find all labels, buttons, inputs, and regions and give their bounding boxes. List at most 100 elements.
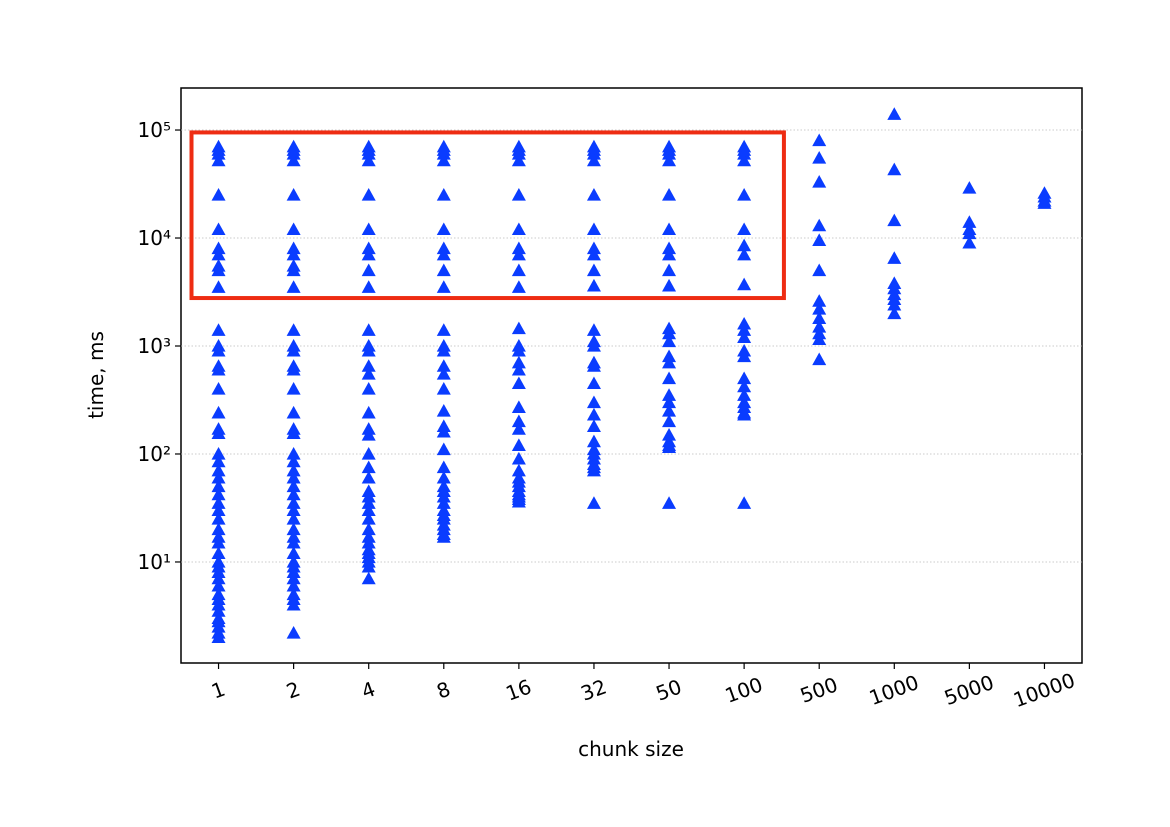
point [211, 546, 226, 560]
point [737, 388, 752, 401]
x-tick-label: 10000 [1010, 668, 1078, 712]
point [511, 343, 526, 357]
point [361, 323, 376, 336]
point [737, 188, 752, 201]
point [586, 146, 601, 160]
point [286, 263, 301, 277]
point [286, 247, 301, 261]
point [361, 405, 376, 419]
point [436, 460, 451, 474]
point [511, 153, 526, 167]
point [361, 460, 376, 474]
point [436, 263, 451, 277]
y-tick-label: 10³ [138, 334, 171, 358]
point [361, 359, 376, 372]
point [286, 426, 301, 440]
point [361, 571, 376, 585]
point [436, 153, 451, 167]
point [511, 146, 526, 160]
x-tick-label: 5000 [941, 670, 997, 710]
point [286, 470, 301, 484]
point [436, 359, 451, 372]
point [286, 188, 301, 201]
point [286, 405, 301, 419]
point [361, 496, 376, 509]
point [511, 463, 526, 477]
point [662, 278, 677, 292]
x-tick-label: 1000 [866, 670, 922, 710]
point [211, 479, 226, 493]
point [211, 362, 226, 376]
point [812, 311, 827, 325]
point [211, 343, 226, 357]
point [361, 381, 376, 395]
point [737, 222, 752, 236]
point [211, 535, 226, 549]
point [887, 297, 902, 311]
point [211, 381, 226, 395]
point [737, 277, 752, 291]
y-tick-label: 10² [138, 442, 171, 466]
point [436, 367, 451, 380]
point [662, 247, 677, 261]
point [586, 463, 601, 477]
point [211, 604, 226, 617]
point [662, 146, 677, 160]
point [812, 263, 827, 277]
point [286, 496, 301, 509]
point [286, 479, 301, 493]
point [436, 470, 451, 484]
point [511, 321, 526, 335]
y-tick-label: 10⁴ [138, 226, 171, 250]
point [211, 446, 226, 460]
point [737, 407, 752, 421]
point [286, 597, 301, 611]
point [361, 146, 376, 160]
point [211, 247, 226, 261]
point [361, 503, 376, 517]
highlight-box [189, 130, 786, 301]
point [286, 222, 301, 236]
point [361, 427, 376, 441]
y-axis-label: time, ms [84, 331, 108, 419]
point [361, 367, 376, 380]
point [286, 146, 301, 160]
point [361, 247, 376, 261]
point [361, 522, 376, 536]
point [361, 222, 376, 236]
point [211, 454, 226, 468]
x-tick-label: 32 [578, 674, 610, 705]
point [586, 338, 601, 352]
point [361, 559, 376, 573]
point [286, 280, 301, 293]
point [286, 546, 301, 560]
point [211, 503, 226, 517]
point [361, 512, 376, 525]
point [436, 343, 451, 357]
point [511, 355, 526, 369]
point [361, 263, 376, 277]
point [887, 162, 902, 176]
point [812, 151, 827, 164]
point [436, 222, 451, 236]
point [211, 280, 226, 293]
x-tick-label: 1 [208, 677, 228, 704]
point [436, 530, 451, 543]
point [211, 578, 226, 592]
point [286, 578, 301, 592]
x-tick-label: 16 [502, 674, 534, 705]
point [286, 343, 301, 357]
point [436, 381, 451, 395]
point [511, 362, 526, 376]
point [361, 343, 376, 357]
point [662, 371, 677, 385]
point [887, 213, 902, 227]
point [962, 215, 977, 228]
point [511, 280, 526, 293]
point [211, 470, 226, 484]
point [361, 446, 376, 460]
point [586, 407, 601, 421]
point [211, 463, 226, 477]
point [662, 153, 677, 167]
point [211, 263, 226, 277]
